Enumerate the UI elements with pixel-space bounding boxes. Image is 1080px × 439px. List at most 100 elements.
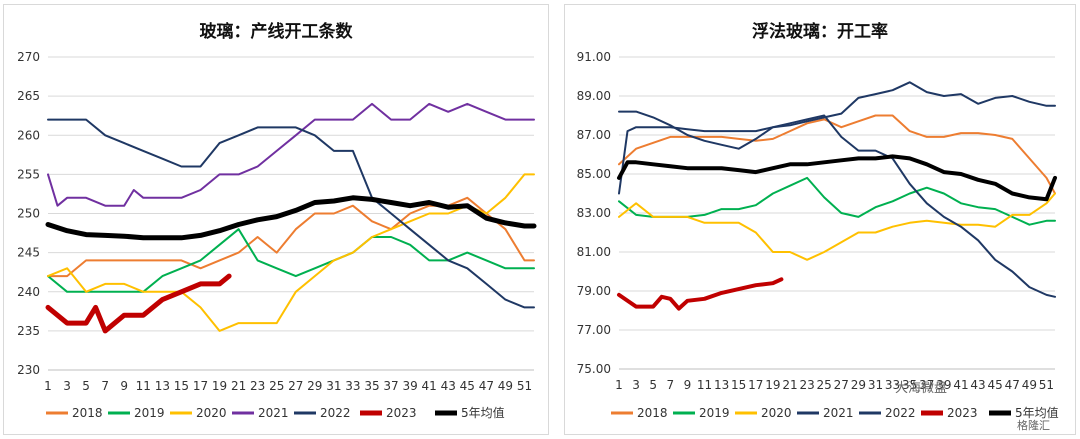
y-tick-label: 265 [17,89,40,103]
y-tick-label: 230 [17,363,40,377]
series-line-5年均值 [45,195,537,241]
x-tick-label: 43 [441,379,456,393]
legend-label: 2018 [72,406,103,420]
legend-label: 2019 [134,406,165,420]
x-tick-label: 5 [649,378,657,392]
series-line-2021 [47,102,535,207]
y-tick-label: 81.00 [577,245,611,259]
series-line-2019 [47,228,535,293]
y-tick-label: 83.00 [577,206,611,220]
x-tick-label: 29 [851,378,866,392]
x-tick-label: 9 [684,378,692,392]
legend-label: 2020 [761,406,792,420]
watermark-text: 大海微盘 [895,381,948,396]
right-chart-panel: 浮法玻璃：开工率 75.00 77.00 79.00 81.00 83.00 85.00 8… [564,4,1076,435]
x-tick-label: 37 [383,379,398,393]
x-tick-label: 33 [345,379,360,393]
y-tick-label: 85.00 [577,167,611,181]
x-tick-label: 31 [326,379,341,393]
legend-label: 2021 [823,406,854,420]
x-tick-label: 49 [498,379,513,393]
legend-label: 2020 [196,406,227,420]
x-tick-label: 39 [936,378,951,392]
series-line-2020 [618,192,1056,261]
x-tick-label: 25 [269,379,284,393]
legend-label: 5年均值 [1015,405,1059,420]
watermark-brand: 格隆汇 [1017,419,1050,432]
x-tick-label: 41 [422,379,437,393]
x-tick-label: 1 [44,379,52,393]
y-tick-label: 250 [17,207,40,221]
x-tick-label: 1 [615,378,623,392]
x-tick-label: 51 [1039,378,1054,392]
right-chart-svg: 75.00 77.00 79.00 81.00 83.00 85.00 87.00 89.00… [577,50,1059,420]
x-tick-label: 23 [250,379,265,393]
x-tick-label: 47 [479,379,494,393]
series-line-5年均值 [617,154,1057,202]
x-tick-label: 41 [953,378,968,392]
series-line-2023 [617,277,784,311]
x-tick-label: 31 [868,378,883,392]
x-tick-label: 3 [63,379,71,393]
x-tick-label: 15 [174,379,189,393]
left-chart-panel: 玻璃：产线开工条数 230 235 240 245 250 255 260 265 270 1 3 5… [3,4,549,435]
right-chart-title: 浮法玻璃：开工率 [752,22,888,42]
x-tick-label: 39 [402,379,417,393]
legend-label: 2023 [947,406,978,420]
y-tick-label: 87.00 [577,128,611,142]
x-tick-label: 19 [212,379,227,393]
x-tick-label: 35 [902,378,917,392]
legend-label: 5年均值 [461,405,505,420]
x-tick-label: 25 [817,378,832,392]
legend-label: 2021 [258,406,289,420]
y-tick-label: 77.00 [577,323,611,337]
x-tick-label: 7 [666,378,674,392]
left-chart-title: 玻璃：产线开工条数 [199,22,353,42]
x-tick-label: 37 [919,378,934,392]
x-tick-label: 21 [782,378,797,392]
legend-label: 2018 [637,406,668,420]
series-line-2022 [618,110,1056,298]
x-tick-label: 51 [517,379,532,393]
x-tick-label: 21 [231,379,246,393]
y-tick-label: 255 [17,167,40,181]
x-tick-label: 9 [120,379,128,393]
x-tick-label: 19 [765,378,780,392]
y-tick-label: 260 [17,128,40,142]
x-tick-label: 45 [460,379,475,393]
y-tick-label: 235 [17,324,40,338]
x-tick-label: 3 [632,378,640,392]
x-tick-label: 5 [82,379,90,393]
legend-label: 2022 [320,406,351,420]
x-tick-label: 11 [136,379,151,393]
y-tick-label: 240 [17,285,40,299]
x-tick-label: 13 [155,379,170,393]
x-tick-label: 29 [307,379,322,393]
series-line-2019 [618,176,1056,226]
legend-label: 2019 [699,406,730,420]
x-tick-label: 17 [748,378,763,392]
x-tick-label: 27 [834,378,849,392]
x-tick-label: 49 [1022,378,1037,392]
y-tick-label: 79.00 [577,284,611,298]
y-tick-label: 245 [17,246,40,260]
y-tick-label: 270 [17,50,40,64]
y-tick-label: 75.00 [577,362,611,376]
x-tick-label: 45 [988,378,1003,392]
x-tick-label: 33 [885,378,900,392]
series-line-2021 [618,81,1056,195]
y-tick-label: 91.00 [577,50,611,64]
series-line-2018 [47,196,535,278]
x-tick-label: 23 [799,378,814,392]
x-tick-label: 11 [697,378,712,392]
x-tick-label: 47 [1005,378,1020,392]
x-tick-label: 35 [364,379,379,393]
series-line-2022 [47,118,535,309]
legend-label: 2022 [885,406,916,420]
x-tick-label: 27 [288,379,303,393]
x-tick-label: 15 [731,378,746,392]
legend-label: 2023 [386,406,417,420]
x-tick-label: 7 [101,379,109,393]
x-tick-label: 13 [714,378,729,392]
